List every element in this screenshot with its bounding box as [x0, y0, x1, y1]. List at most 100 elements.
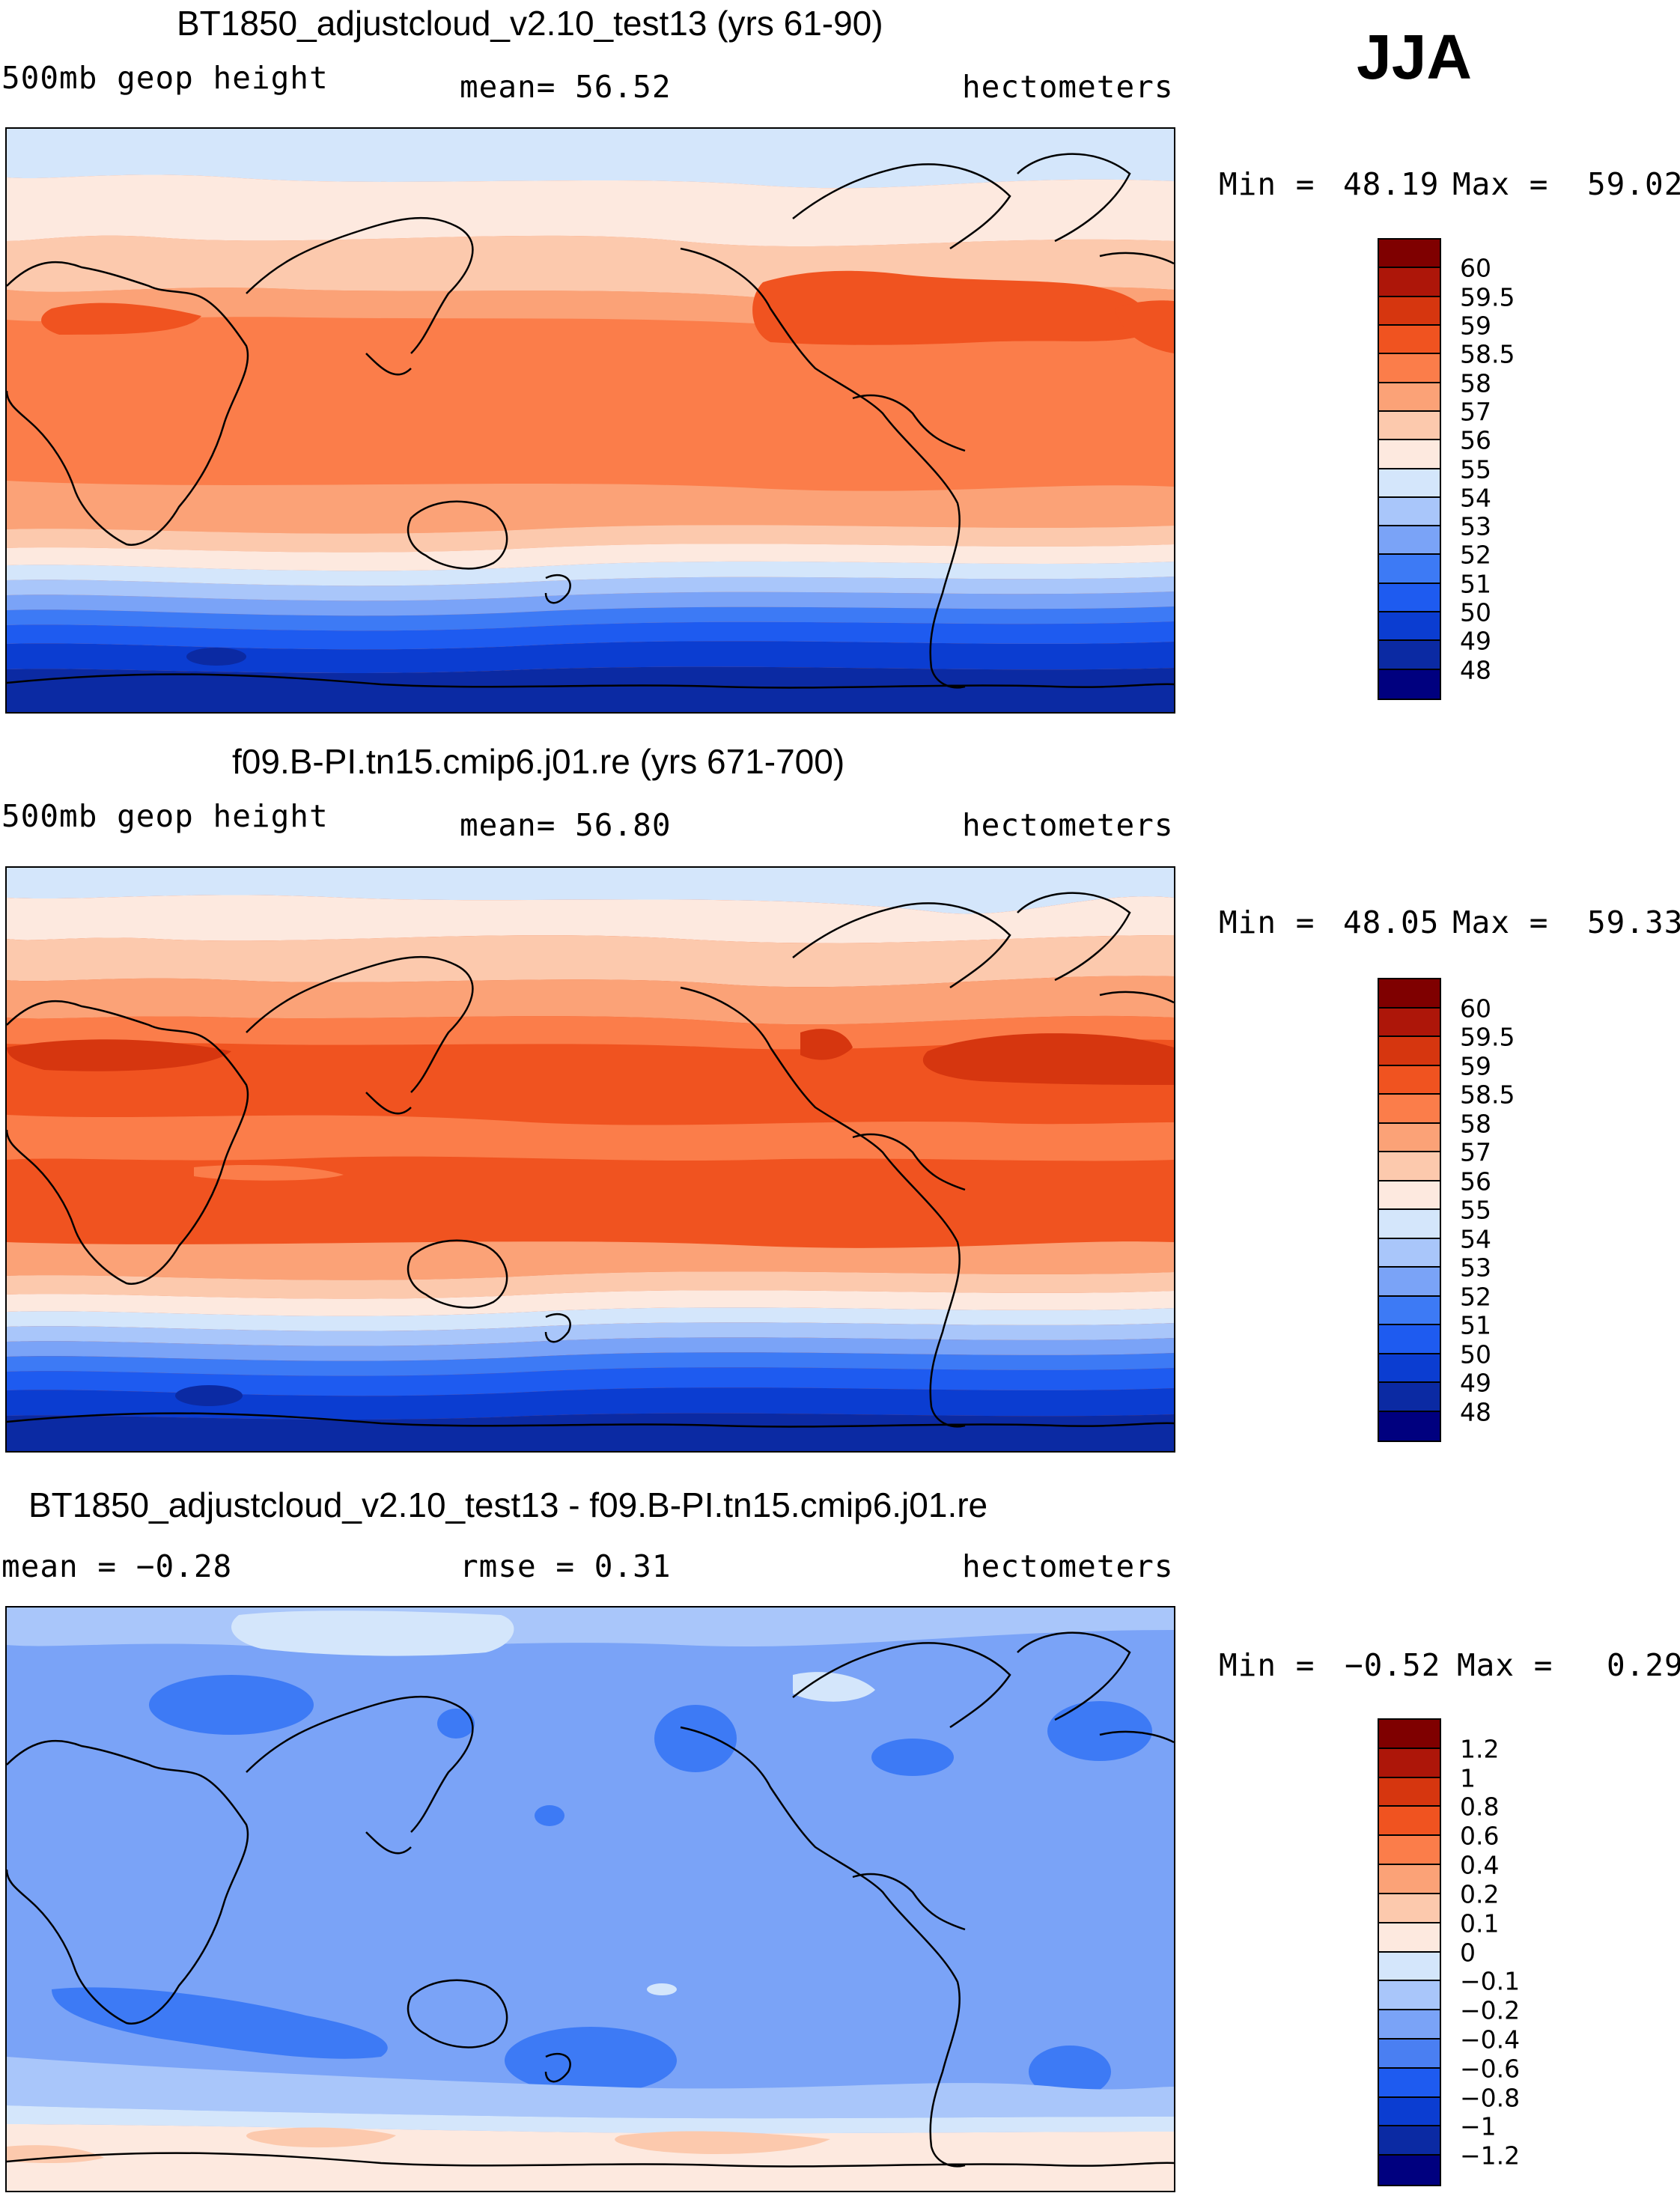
colorbar-swatch [1379, 1807, 1440, 1837]
panel-3-max-value: 0.29 [1607, 1647, 1680, 1683]
colorbar-tick-label: 51 [1460, 569, 1491, 599]
colorbar-tick-label: −0.1 [1460, 1966, 1521, 1996]
colorbar-tick-label: 54 [1460, 483, 1491, 513]
panel-2-mean-label: mean= 56.80 [460, 807, 672, 843]
panel-2-variable-label: 500mb geop height [1, 798, 329, 834]
colorbar-swatch [1379, 1383, 1440, 1412]
colorbar-tick-label: −1.2 [1460, 2141, 1521, 2171]
panel-2-band-48 [7, 1413, 1174, 1451]
colorbar-tick-label: 1 [1460, 1763, 1476, 1793]
colorbar-swatch [1379, 497, 1440, 527]
panel-2-min-label: Min = [1219, 904, 1315, 940]
colorbar-tick-label: 52 [1460, 1282, 1491, 1311]
panel-2-band-53 [7, 1322, 1174, 1346]
panel-3-blob-india-light [647, 1983, 677, 1995]
colorbar-tick-label: 60 [1460, 253, 1491, 283]
colorbar-swatch [1379, 1095, 1440, 1124]
colorbar-tick-label: 60 [1460, 994, 1491, 1023]
panel-3-max-label: Max = [1457, 1647, 1553, 1683]
colorbar-swatch [1379, 440, 1440, 469]
colorbar-swatch [1379, 1923, 1440, 1953]
colorbar-tick-label: 48 [1460, 655, 1491, 685]
colorbar-tick-label: −0.6 [1460, 2054, 1521, 2084]
panel-3-band-sh-positive-3 [615, 2131, 830, 2154]
colorbar-tick-label: 56 [1460, 1167, 1491, 1196]
colorbar-swatch [1379, 641, 1440, 670]
colorbar-swatch [1379, 2039, 1440, 2069]
colorbar-tick-label: 53 [1460, 1253, 1491, 1283]
colorbar-swatch [1379, 1748, 1440, 1778]
panel-2-band-55-south [7, 1290, 1174, 1316]
panel-3-blob-europe [149, 1675, 314, 1735]
panel-1-mean-label: mean= 56.52 [460, 69, 672, 105]
colorbar-tick-label: 58.5 [1460, 339, 1515, 369]
panel-2-band-lower-58 [7, 1115, 1174, 1161]
colorbar-tick-label: −0.2 [1460, 1995, 1521, 2025]
colorbar-tick-label: 59.5 [1460, 1022, 1515, 1052]
panel-1-units-label: hectometers [962, 69, 1174, 105]
colorbar-swatch [1379, 1981, 1440, 2011]
colorbar-tick-label: −1 [1460, 2111, 1497, 2141]
colorbar-swatch [1379, 583, 1440, 613]
panel-1-band-50 [7, 621, 1174, 650]
panel-1-band-56 [7, 525, 1174, 553]
colorbar-swatch [1379, 1238, 1440, 1268]
panel-2-map [5, 866, 1175, 1453]
panel-3-blob-atlantic [1047, 1701, 1152, 1761]
panel-1-band-51 [7, 606, 1174, 631]
panel-2-band-595-mexico [800, 1029, 853, 1060]
panel-1-band-55 [7, 174, 1174, 247]
colorbar-swatch [1379, 1181, 1440, 1210]
panel-3-contour-plot [7, 1608, 1174, 2191]
panel-1-contour-plot [7, 129, 1174, 712]
panel-3-band-sh-zero [7, 2105, 1174, 2134]
colorbar-swatch [1379, 383, 1440, 412]
colorbar-tick-label: 57 [1460, 1137, 1491, 1167]
colorbar-tick-label: 48 [1460, 1397, 1491, 1426]
colorbar-swatch [1379, 669, 1440, 699]
panel-2-band-polar-n [7, 868, 1174, 914]
colorbar-swatch [1379, 268, 1440, 297]
panel-1-title: BT1850_adjustcloud_v2.10_test13 (yrs 61-… [177, 4, 883, 43]
colorbar-tick-label: 0.8 [1460, 1792, 1500, 1822]
colorbar-swatch [1379, 1836, 1440, 1866]
colorbar-swatch [1379, 325, 1440, 355]
colorbar-tick-label: 0.6 [1460, 1821, 1500, 1851]
colorbar-swatch [1379, 1065, 1440, 1095]
colorbar-tick-label: 53 [1460, 511, 1491, 541]
colorbar-swatch [1379, 612, 1440, 642]
panel-3-band-sh-lightblue [7, 2057, 1174, 2119]
panel-3-min-value: −0.52 [1345, 1647, 1441, 1683]
colorbar-swatch [1379, 1777, 1440, 1807]
colorbar-swatch [1379, 1354, 1440, 1383]
colorbar-tick-label: 50 [1460, 597, 1491, 627]
panel-2-band-lower-57 [7, 1241, 1174, 1280]
panel-1-max-label: Max = [1452, 166, 1549, 202]
colorbar-tick-label: 56 [1460, 425, 1491, 455]
panel-3-blob-pacific [654, 1705, 737, 1772]
colorbar-swatch [1379, 2156, 1440, 2185]
panel-3-units-label: hectometers [962, 1548, 1174, 1584]
panel-2-band-52 [7, 1337, 1174, 1361]
panel-2-band-595-north [7, 1039, 231, 1071]
panel-3-band-north-light [231, 1611, 514, 1656]
colorbar-swatch [1379, 1037, 1440, 1066]
panel-2-min-value: 48.05 [1343, 904, 1440, 940]
colorbar-tick-label: 0.2 [1460, 1879, 1500, 1909]
colorbar-swatch [1379, 1296, 1440, 1325]
colorbar-tick-label: 55 [1460, 454, 1491, 484]
panel-3-blob-satlantic [1029, 2046, 1111, 2098]
panel-3-band-greenland [793, 1672, 875, 1702]
colorbar-tick-label: 0.4 [1460, 1850, 1500, 1880]
colorbar-tick-label: 0 [1460, 1938, 1476, 1967]
panel-2-band-54 [7, 1307, 1174, 1331]
panel-2-band-55 [7, 895, 1174, 943]
panel-3-map [5, 1606, 1175, 2192]
colorbar-swatch [1379, 354, 1440, 383]
panel-2-colorbar [1378, 978, 1441, 1442]
panel-2-low-core [175, 1385, 243, 1406]
panel-1-band-585-east [1115, 300, 1174, 353]
colorbar-tick-label: 59 [1460, 311, 1491, 341]
colorbar-tick-label: 58 [1460, 1109, 1491, 1138]
panel-1-variable-label: 500mb geop height [1, 60, 329, 96]
